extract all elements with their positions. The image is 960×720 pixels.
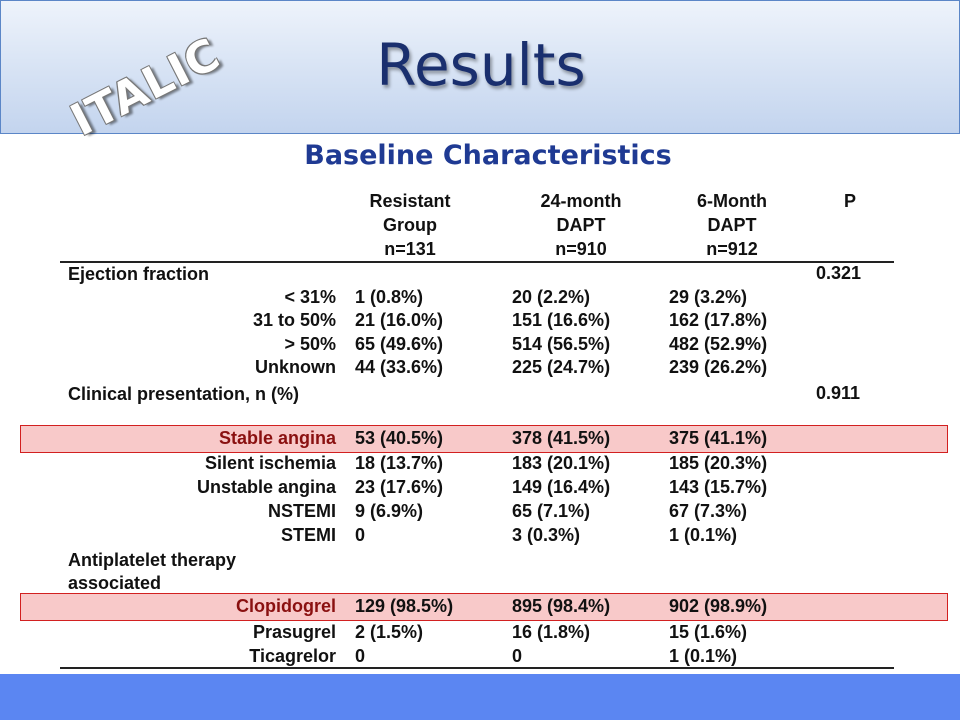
row-label: > 50% <box>284 334 336 354</box>
cell-24-month: 0 <box>512 646 523 666</box>
row-label: Silent ischemia <box>204 453 336 473</box>
cell-resistant: 44 (33.6%) <box>355 357 444 377</box>
table-row: NSTEMI 9 (6.9%) 65 (7.1%) 67 (7.3%) <box>60 501 894 524</box>
header-rule <box>60 261 894 263</box>
cell-resistant: 1 (0.8%) <box>355 287 424 307</box>
cell-6-month: 15 (1.6%) <box>669 622 748 642</box>
cell-6-month: 185 (20.3%) <box>669 453 768 473</box>
column-header-line: DAPT <box>556 215 606 235</box>
cell-24-month: 225 (24.7%) <box>512 357 611 377</box>
row-label: < 31% <box>284 287 336 307</box>
column-header-line: 6-Month <box>697 191 767 211</box>
column-header-line: 24-month <box>540 191 622 211</box>
column-header-p: P <box>830 189 870 213</box>
cell-24-month: 183 (20.1%) <box>512 453 611 473</box>
cell-6-month: 162 (17.8%) <box>669 310 768 330</box>
column-header-line: n=910 <box>555 239 607 259</box>
table-row-highlighted: Clopidogrel 129 (98.5%) 895 (98.4%) 902 … <box>60 596 894 619</box>
table-row: Prasugrel 2 (1.5%) 16 (1.8%) 15 (1.6%) <box>60 622 894 645</box>
cell-24-month: 149 (16.4%) <box>512 477 611 497</box>
cell-resistant: 53 (40.5%) <box>355 428 444 448</box>
cell-6-month: 143 (15.7%) <box>669 477 768 497</box>
cell-6-month: 67 (7.3%) <box>669 501 748 521</box>
column-header-line: DAPT <box>707 215 757 235</box>
row-label: Prasugrel <box>252 622 336 642</box>
section-antiplatelet-therapy: Antiplatelet therapy associated <box>68 550 237 593</box>
cell-24-month: 378 (41.5%) <box>512 428 611 448</box>
cell-resistant: 2 (1.5%) <box>355 622 424 642</box>
highlight-band <box>20 593 948 621</box>
column-header-line: Group <box>383 215 437 235</box>
table-row: < 31% 1 (0.8%) 20 (2.2%) 29 (3.2%) <box>60 287 894 310</box>
cell-24-month: 514 (56.5%) <box>512 334 611 354</box>
cell-resistant: 21 (16.0%) <box>355 310 444 330</box>
cell-resistant: 9 (6.9%) <box>355 501 424 521</box>
cell-6-month: 1 (0.1%) <box>669 646 738 666</box>
section-ejection-fraction: Ejection fraction <box>68 264 210 284</box>
p-value: 0.911 <box>816 383 861 403</box>
cell-6-month: 902 (98.9%) <box>669 596 768 616</box>
column-header-line: n=912 <box>706 239 758 259</box>
cell-resistant: 65 (49.6%) <box>355 334 444 354</box>
row-label: Ticagrelor <box>249 646 336 666</box>
row-label: 31 to 50% <box>252 310 336 330</box>
cell-24-month: 151 (16.6%) <box>512 310 611 330</box>
row-label: STEMI <box>280 525 336 545</box>
cell-24-month: 65 (7.1%) <box>512 501 591 521</box>
cell-resistant: 0 <box>355 646 366 666</box>
cell-resistant: 129 (98.5%) <box>355 596 454 616</box>
cell-6-month: 375 (41.1%) <box>669 428 768 448</box>
cell-6-month: 1 (0.1%) <box>669 525 738 545</box>
table-row: Silent ischemia 18 (13.7%) 183 (20.1%) 1… <box>60 453 894 476</box>
table-row: 31 to 50% 21 (16.0%) 151 (16.6%) 162 (17… <box>60 310 894 333</box>
bottom-rule <box>60 667 894 669</box>
cell-resistant: 18 (13.7%) <box>355 453 444 473</box>
cell-resistant: 23 (17.6%) <box>355 477 444 497</box>
column-header-line: P <box>843 191 856 211</box>
table-row: Ticagrelor 0 0 1 (0.1%) <box>60 646 894 669</box>
cell-6-month: 29 (3.2%) <box>669 287 748 307</box>
footer-bar <box>0 674 960 720</box>
table-row: STEMI 0 3 (0.3%) 1 (0.1%) <box>60 525 894 548</box>
cell-6-month: 482 (52.9%) <box>669 334 768 354</box>
row-label: Clopidogrel <box>236 596 336 616</box>
slide-title: Results <box>376 31 586 99</box>
cell-24-month: 3 (0.3%) <box>512 525 581 545</box>
cell-24-month: 20 (2.2%) <box>512 287 591 307</box>
p-value: 0.321 <box>816 263 862 283</box>
row-label: Unknown <box>255 357 336 377</box>
highlight-band <box>20 425 948 453</box>
title-banner: ITALIC Results <box>0 0 960 146</box>
table-row: Unstable angina 23 (17.6%) 149 (16.4%) 1… <box>60 477 894 500</box>
section-clinical-presentation: Clinical presentation, n (%) <box>68 384 300 404</box>
cell-24-month: 895 (98.4%) <box>512 596 611 616</box>
column-header-line: Resistant <box>369 191 451 211</box>
cell-6-month: 239 (26.2%) <box>669 357 768 377</box>
table-subtitle: Baseline Characteristics <box>304 140 672 171</box>
cell-24-month: 16 (1.8%) <box>512 622 591 642</box>
table-row-highlighted: Stable angina 53 (40.5%) 378 (41.5%) 375… <box>60 428 894 451</box>
cell-resistant: 0 <box>355 525 366 545</box>
row-label: Stable angina <box>218 428 336 448</box>
column-header-24-month: 24-month DAPT n=910 <box>521 189 641 261</box>
column-header-resistant: Resistant Group n=131 <box>350 189 470 261</box>
row-label: NSTEMI <box>267 501 336 521</box>
table-row: > 50% 65 (49.6%) 514 (56.5%) 482 (52.9%) <box>60 334 894 357</box>
column-header-line: n=131 <box>384 239 436 259</box>
table-row: Unknown 44 (33.6%) 225 (24.7%) 239 (26.2… <box>60 357 894 380</box>
row-label: Unstable angina <box>196 477 336 497</box>
column-header-6-month: 6-Month DAPT n=912 <box>672 189 792 261</box>
